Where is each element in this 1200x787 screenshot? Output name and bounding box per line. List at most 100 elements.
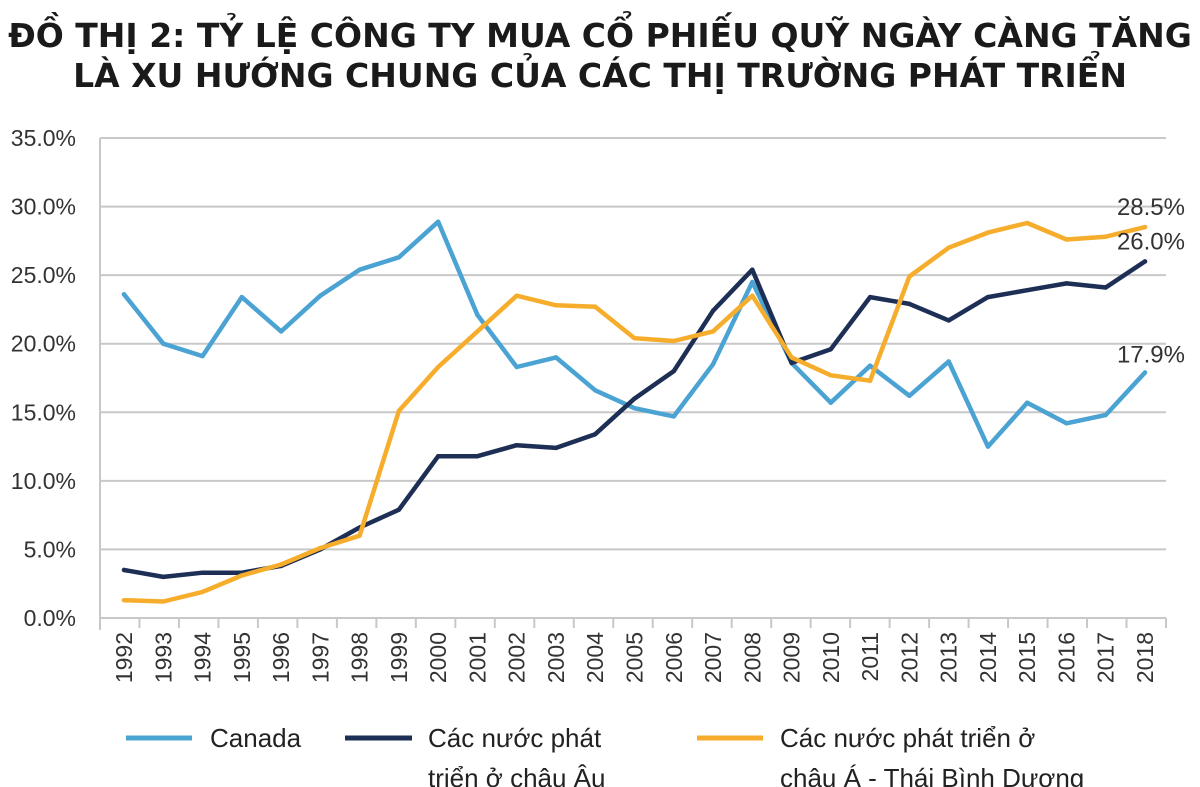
data-point-canada-2018 <box>1142 370 1148 375</box>
x-tick-label-2009: 2009 <box>779 632 805 683</box>
data-point-cac-nuoc-phat-trien-o-chau-au-1999 <box>396 507 402 512</box>
x-axis-tick-labels: 1992 1993 1994 1995 1996 1997 1998 1999 2000 2001… <box>111 632 1158 683</box>
x-tick-label-2018: 2018 <box>1132 632 1158 683</box>
data-point-cac-nuoc-phat-trien-o-chau-a-thai-binh-duong-2004 <box>593 304 598 309</box>
data-point-cac-nuoc-phat-trien-o-chau-au-2008 <box>750 267 755 272</box>
data-point-cac-nuoc-phat-trien-o-chau-au-2017 <box>1103 285 1108 290</box>
data-point-cac-nuoc-phat-trien-o-chau-a-thai-binh-duong-2006 <box>671 338 676 344</box>
data-point-canada-1998 <box>357 267 362 272</box>
y-tick-label: 30.0% <box>11 194 76 220</box>
data-point-cac-nuoc-phat-trien-o-chau-a-thai-binh-duong-2001 <box>475 329 480 334</box>
x-tick-label-2008: 2008 <box>739 632 765 683</box>
x-tick-label-2006: 2006 <box>661 632 687 683</box>
x-tick-label-2004: 2004 <box>582 632 608 683</box>
data-point-canada-2000 <box>436 219 441 224</box>
x-tick-label-1995: 1995 <box>229 632 255 683</box>
data-point-canada-2006 <box>671 414 676 419</box>
data-point-canada-2003 <box>553 355 559 360</box>
data-point-cac-nuoc-phat-trien-o-chau-au-1994 <box>200 570 205 575</box>
data-point-cac-nuoc-phat-trien-o-chau-au-2013 <box>946 318 951 323</box>
x-tick-label-2011: 2011 <box>857 632 883 681</box>
x-tick-label-2000: 2000 <box>425 632 451 683</box>
data-point-cac-nuoc-phat-trien-o-chau-a-thai-binh-duong-2013 <box>946 245 951 250</box>
end-value-labels: 17.9% 26.0% 28.5% <box>1117 194 1185 368</box>
data-point-cac-nuoc-phat-trien-o-chau-a-thai-binh-duong-2008 <box>750 293 755 298</box>
data-point-canada-2013 <box>946 359 951 364</box>
data-point-canada-2012 <box>907 393 912 398</box>
legend-label-cac-nuoc-phat-trien-o-chau-a-thai-binh-duong: Các nước phát triển ở <box>780 723 1035 753</box>
data-point-cac-nuoc-phat-trien-o-chau-au-2014 <box>985 294 991 300</box>
data-point-cac-nuoc-phat-trien-o-chau-a-thai-binh-duong-2012 <box>907 274 912 279</box>
data-point-cac-nuoc-phat-trien-o-chau-a-thai-binh-duong-2016 <box>1064 237 1069 242</box>
series-line-cac-nuoc-phat-trien-o-chau-au <box>121 259 1148 580</box>
data-point-cac-nuoc-phat-trien-o-chau-au-2002 <box>514 443 519 448</box>
x-tick-label-1999: 1999 <box>386 632 412 683</box>
data-point-canada-2017 <box>1103 412 1108 418</box>
y-tick-label: 0.0% <box>24 605 76 631</box>
x-tick-label-2015: 2015 <box>1014 632 1040 683</box>
data-point-cac-nuoc-phat-trien-o-chau-a-thai-binh-duong-2010 <box>828 373 833 378</box>
data-point-canada-2014 <box>985 444 991 449</box>
data-point-cac-nuoc-phat-trien-o-chau-a-thai-binh-duong-2014 <box>985 230 991 235</box>
x-tick-label-2016: 2016 <box>1053 632 1079 683</box>
data-point-cac-nuoc-phat-trien-o-chau-au-2006 <box>671 368 676 374</box>
y-tick-label: 25.0% <box>11 262 76 288</box>
data-point-canada-2001 <box>475 312 480 318</box>
data-point-cac-nuoc-phat-trien-o-chau-au-2001 <box>475 454 480 459</box>
data-point-cac-nuoc-phat-trien-o-chau-a-thai-binh-duong-2000 <box>436 364 441 370</box>
data-point-canada-1995 <box>239 294 244 300</box>
chart-title-line-2: LÀ XU HƯỚNG CHUNG CỦA CÁC THỊ TRƯỜNG PHÁ… <box>73 56 1127 95</box>
legend-label-cac-nuoc-phat-trien-o-chau-au: Các nước phát <box>428 723 602 753</box>
data-point-canada-1994 <box>200 353 205 359</box>
x-tick-label-1992: 1992 <box>111 632 137 683</box>
x-tick-label-2013: 2013 <box>936 632 962 683</box>
x-tick-label-1998: 1998 <box>347 632 373 683</box>
x-tick-label-2001: 2001 <box>464 632 490 683</box>
x-tick-label-2017: 2017 <box>1093 632 1119 683</box>
data-point-cac-nuoc-phat-trien-o-chau-a-thai-binh-duong-2007 <box>710 329 716 334</box>
x-tick-label-2007: 2007 <box>700 632 726 683</box>
data-point-canada-2002 <box>514 364 519 370</box>
end-label-cac-nuoc-phat-trien-o-chau-a-thai-binh-duong: 28.5% <box>1117 194 1185 221</box>
x-tick-label-1993: 1993 <box>150 632 176 683</box>
data-point-cac-nuoc-phat-trien-o-chau-a-thai-binh-duong-1998 <box>357 533 362 538</box>
data-point-cac-nuoc-phat-trien-o-chau-a-thai-binh-duong-2009 <box>789 355 794 360</box>
x-tick-label-2014: 2014 <box>975 632 1001 683</box>
y-tick-label: 5.0% <box>24 536 76 562</box>
data-point-cac-nuoc-phat-trien-o-chau-au-1993 <box>161 574 166 580</box>
data-point-canada-2016 <box>1064 421 1069 426</box>
x-tick-label-1996: 1996 <box>268 632 294 683</box>
data-point-cac-nuoc-phat-trien-o-chau-a-thai-binh-duong-2005 <box>632 336 637 341</box>
legend-label-cac-nuoc-phat-trien-o-chau-au: triển ở châu Âu <box>428 763 605 787</box>
data-point-canada-2011 <box>867 363 873 368</box>
x-tick-label-1997: 1997 <box>307 632 333 683</box>
x-tick-label-2003: 2003 <box>543 632 569 683</box>
y-tick-label: 20.0% <box>11 331 76 357</box>
data-point-cac-nuoc-phat-trien-o-chau-a-thai-binh-duong-2017 <box>1103 234 1108 239</box>
legend-label-canada: Canada <box>210 723 302 753</box>
data-point-canada-1997 <box>318 293 323 298</box>
end-label-cac-nuoc-phat-trien-o-chau-au: 26.0% <box>1117 228 1185 255</box>
data-point-cac-nuoc-phat-trien-o-chau-a-thai-binh-duong-2015 <box>1025 220 1030 226</box>
end-label-canada: 17.9% <box>1117 342 1185 369</box>
data-point-cac-nuoc-phat-trien-o-chau-a-thai-binh-duong-1995 <box>239 573 244 578</box>
chart-title: ĐỒ THỊ 2: TỶ LỆ CÔNG TY MUA CỔ PHIẾU QUỸ… <box>0 16 1200 96</box>
data-point-cac-nuoc-phat-trien-o-chau-au-2011 <box>867 294 873 300</box>
data-point-canada-1993 <box>161 341 166 346</box>
chart-title-line-1: ĐỒ THỊ 2: TỶ LỆ CÔNG TY MUA CỔ PHIẾU QUỸ… <box>8 16 1192 55</box>
data-point-cac-nuoc-phat-trien-o-chau-a-thai-binh-duong-2002 <box>514 293 519 298</box>
data-point-cac-nuoc-phat-trien-o-chau-au-2009 <box>789 360 794 366</box>
y-axis-tick-labels: 0.0% 5.0% 10.0% 15.0% 20.0% 25.0% 30.0% 35.0% <box>11 125 76 631</box>
data-point-canada-2007 <box>710 362 716 367</box>
data-point-cac-nuoc-phat-trien-o-chau-au-2010 <box>828 347 833 352</box>
data-point-cac-nuoc-phat-trien-o-chau-au-2003 <box>553 445 559 451</box>
data-point-cac-nuoc-phat-trien-o-chau-a-thai-binh-duong-1992 <box>121 598 127 603</box>
data-point-canada-2008 <box>750 279 755 285</box>
x-tick-label-2005: 2005 <box>622 632 648 683</box>
data-point-canada-2005 <box>632 406 637 411</box>
data-point-cac-nuoc-phat-trien-o-chau-au-2018 <box>1142 259 1148 264</box>
data-point-cac-nuoc-phat-trien-o-chau-a-thai-binh-duong-2011 <box>867 378 873 383</box>
legend: Canada Các nước phát triển ở châu Âu Các nư… <box>126 723 1084 787</box>
data-point-cac-nuoc-phat-trien-o-chau-au-2016 <box>1064 281 1069 286</box>
